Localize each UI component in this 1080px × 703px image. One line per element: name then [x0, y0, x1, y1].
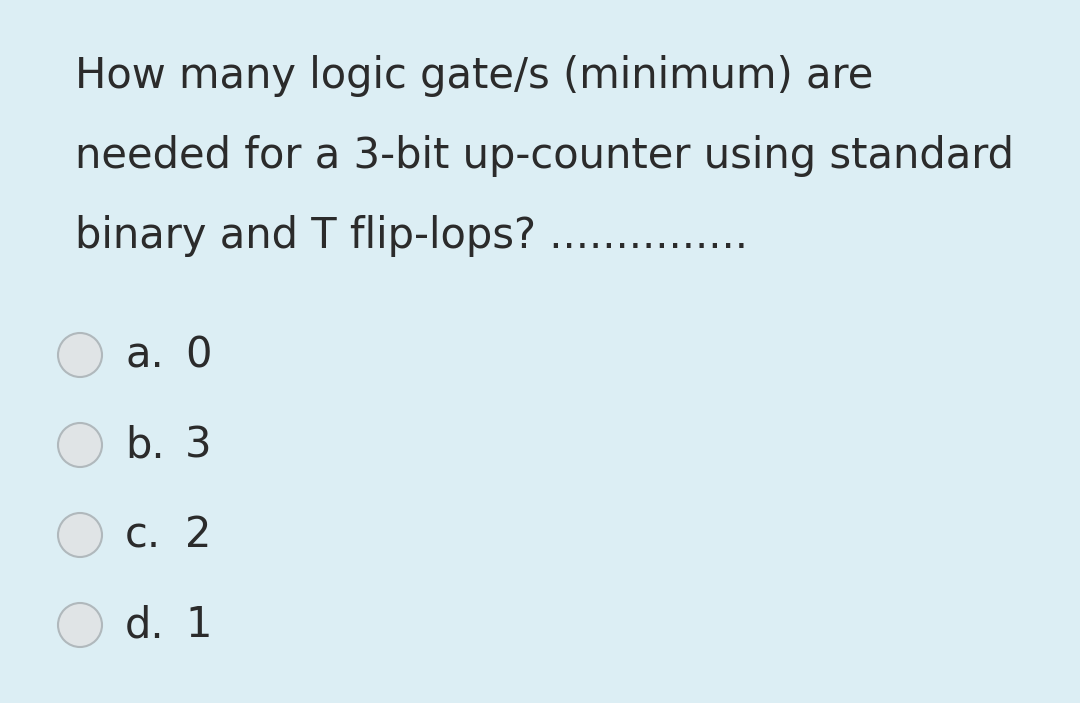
Circle shape — [58, 513, 102, 557]
Text: 0: 0 — [185, 334, 212, 376]
Circle shape — [58, 333, 102, 377]
Text: 2: 2 — [185, 514, 212, 556]
Circle shape — [58, 423, 102, 467]
Text: a.: a. — [125, 334, 164, 376]
Text: b.: b. — [125, 424, 164, 466]
Text: binary and T flip-lops? ...............: binary and T flip-lops? ............... — [75, 215, 748, 257]
Text: How many logic gate/s (minimum) are: How many logic gate/s (minimum) are — [75, 55, 874, 97]
Text: 3: 3 — [185, 424, 212, 466]
Text: c.: c. — [125, 514, 161, 556]
Text: d.: d. — [125, 604, 164, 646]
Text: needed for a 3-bit up-counter using standard: needed for a 3-bit up-counter using stan… — [75, 135, 1014, 177]
Circle shape — [58, 603, 102, 647]
Text: 1: 1 — [185, 604, 212, 646]
